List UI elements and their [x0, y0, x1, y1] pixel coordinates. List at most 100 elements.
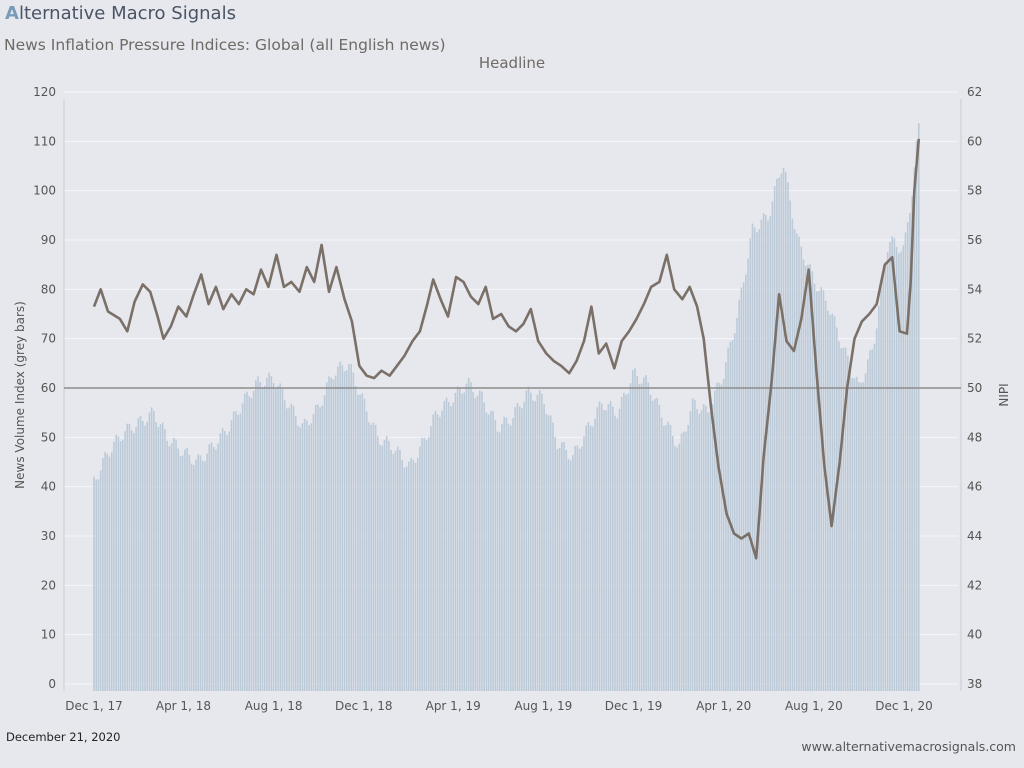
volume-bar: [461, 393, 463, 691]
volume-bar: [707, 412, 709, 691]
volume-bar: [858, 382, 860, 691]
volume-bar: [563, 441, 565, 691]
volume-bar: [578, 448, 581, 691]
volume-bar: [760, 219, 763, 692]
volume-bar: [110, 452, 113, 691]
volume-bar: [913, 167, 916, 691]
volume-bar: [585, 425, 588, 691]
volume-bar: [851, 377, 854, 691]
left-tick-label: 60: [41, 381, 56, 395]
left-tick-label: 30: [41, 529, 56, 543]
volume-bar: [481, 391, 483, 691]
volume-bar: [878, 305, 880, 691]
volume-bar: [487, 414, 490, 691]
volume-bar: [450, 406, 452, 691]
volume-bar: [427, 437, 430, 691]
volume-bar: [241, 403, 244, 691]
volume-bar: [656, 397, 658, 691]
volume-bar: [252, 391, 255, 691]
volume-bar: [580, 446, 583, 691]
volume-bar: [405, 466, 408, 691]
volume-bar: [126, 423, 129, 691]
volume-bar: [609, 401, 612, 691]
volume-bar: [232, 411, 235, 691]
volume-bar: [749, 238, 752, 691]
volume-bar: [629, 383, 632, 691]
volume-bar: [155, 422, 157, 691]
volume-bar: [776, 178, 778, 691]
volume-bar: [525, 390, 528, 691]
volume-bar: [780, 173, 783, 691]
volume-bar: [860, 382, 862, 691]
volume-bar: [239, 413, 242, 691]
volume-bar: [538, 389, 541, 691]
volume-bar: [549, 415, 552, 691]
left-tick-label: 80: [41, 282, 56, 296]
volume-bar: [745, 274, 747, 691]
volume-bar: [432, 414, 435, 691]
volume-bar: [902, 245, 905, 691]
volume-bar: [357, 394, 359, 691]
volume-bar: [556, 449, 559, 691]
volume-bar: [811, 271, 814, 691]
volume-bar: [572, 455, 574, 691]
volume-bar: [434, 410, 437, 691]
volume-bar: [623, 392, 625, 691]
volume-bar: [490, 410, 492, 691]
volume-bar: [498, 432, 501, 691]
volume-bar: [370, 424, 372, 691]
volume-bar: [784, 172, 787, 691]
volume-bar: [197, 454, 200, 691]
volume-bar: [330, 377, 333, 691]
right-tick-label: 54: [967, 282, 982, 296]
right-tick-label: 38: [967, 677, 982, 691]
left-tick-label: 100: [33, 184, 56, 198]
x-tick-label: Dec 1, 18: [335, 699, 393, 713]
volume-bar: [882, 272, 885, 691]
volume-bar: [651, 400, 654, 691]
volume-bar: [649, 394, 652, 691]
volume-bar: [714, 390, 716, 691]
volume-bar: [159, 424, 162, 691]
volume-bar: [663, 425, 665, 691]
volume-bar: [802, 259, 805, 691]
volume-bar: [501, 424, 503, 691]
x-tick-label: Aug 1, 19: [514, 699, 572, 713]
website-link[interactable]: www.alternativemacrosignals.com: [801, 739, 1016, 754]
volume-bar: [412, 459, 415, 691]
volume-bar: [667, 421, 670, 691]
volume-bar: [596, 407, 599, 691]
volume-bar: [485, 412, 488, 691]
left-tick-label: 10: [41, 628, 56, 642]
volume-bar: [844, 347, 847, 691]
volume-bar: [640, 383, 643, 691]
x-tick-label: Dec 1, 20: [875, 699, 933, 713]
volume-bar: [135, 427, 137, 691]
volume-bar: [873, 343, 876, 691]
volume-bar: [700, 409, 703, 691]
volume-bar: [636, 376, 639, 691]
volume-bar: [767, 220, 769, 691]
volume-bar: [179, 456, 182, 691]
volume-bar: [567, 458, 570, 691]
x-tick-label: Aug 1, 18: [245, 699, 303, 713]
volume-bar: [243, 393, 246, 691]
volume-bar: [467, 378, 470, 691]
volume-bar: [643, 377, 645, 691]
volume-bar: [294, 415, 297, 691]
volume-bar: [246, 391, 248, 691]
volume-bar: [414, 462, 417, 691]
volume-bar: [392, 453, 395, 691]
volume-bar: [257, 376, 259, 691]
volume-bar: [93, 476, 95, 691]
volume-bar: [255, 380, 257, 691]
volume-bar: [476, 395, 479, 691]
volume-bar: [352, 372, 355, 691]
volume-bar: [430, 426, 432, 691]
volume-bar: [507, 423, 510, 691]
volume-bar: [376, 436, 379, 691]
volume-bar: [359, 394, 361, 691]
right-tick-label: 56: [967, 233, 982, 247]
volume-bar: [682, 431, 685, 691]
